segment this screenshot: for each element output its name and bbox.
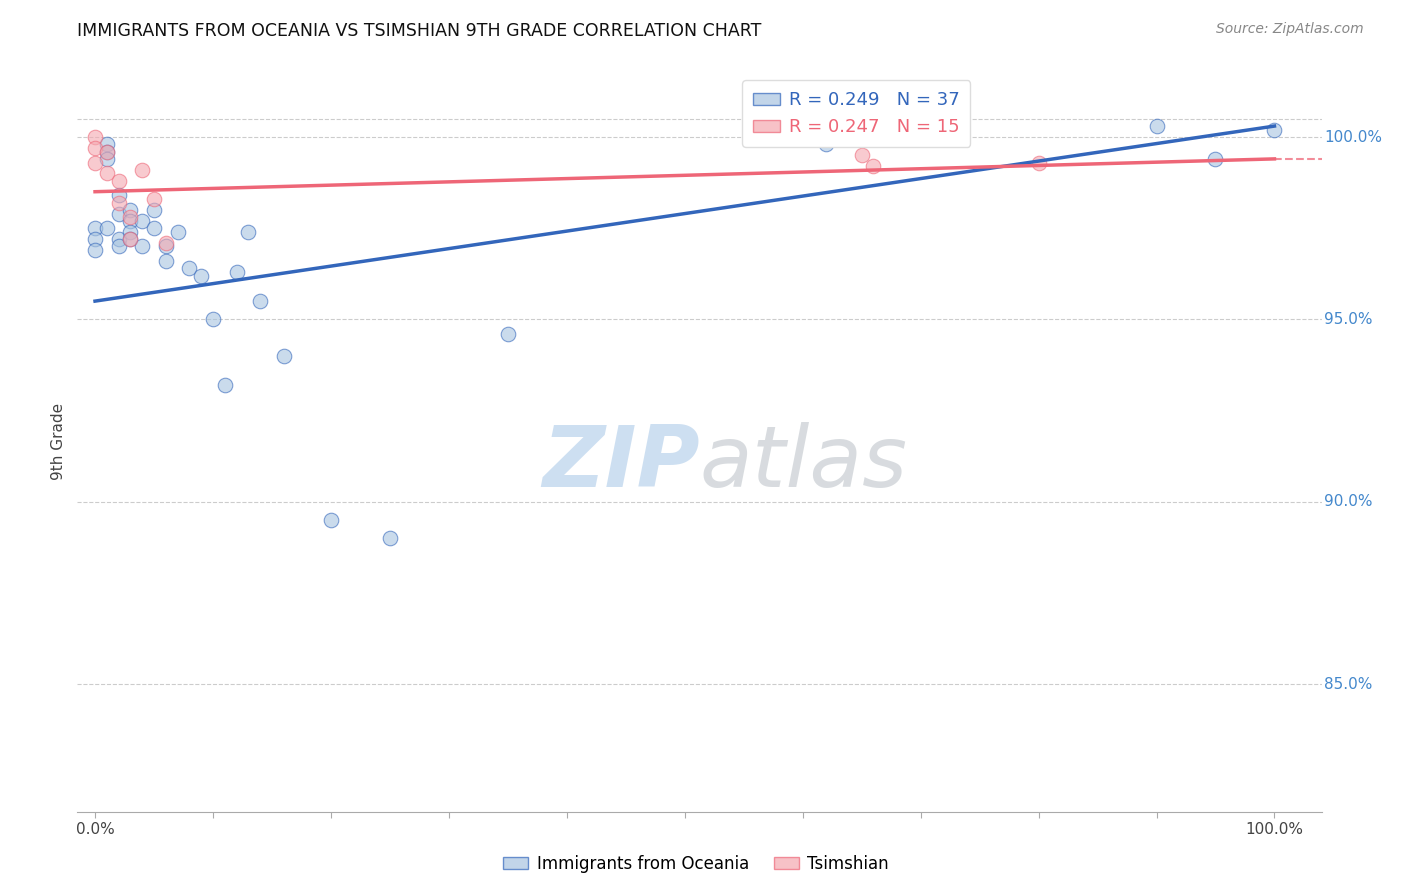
Point	[96, 137, 118, 152]
Point	[273, 349, 295, 363]
Text: Source: ZipAtlas.com: Source: ZipAtlas.com	[1216, 22, 1364, 37]
Text: 100.0%: 100.0%	[1324, 129, 1382, 145]
Point	[143, 221, 166, 235]
Point	[319, 513, 342, 527]
Point	[120, 202, 142, 217]
Point	[107, 195, 129, 210]
Point	[1028, 155, 1050, 169]
Point	[84, 232, 107, 246]
Point	[84, 243, 107, 257]
Point	[96, 145, 118, 159]
Point	[96, 166, 118, 180]
Point	[378, 531, 401, 545]
Point	[84, 130, 107, 145]
Point	[84, 221, 107, 235]
Text: 95.0%: 95.0%	[1324, 312, 1372, 326]
Point	[131, 162, 153, 177]
Point	[1205, 152, 1227, 166]
Point	[190, 268, 212, 283]
Point	[131, 214, 153, 228]
Point	[155, 239, 177, 253]
Point	[120, 225, 142, 239]
Point	[166, 225, 188, 239]
Point	[107, 232, 129, 246]
Point	[851, 148, 873, 162]
Point	[84, 155, 107, 169]
Point	[815, 137, 838, 152]
Point	[107, 174, 129, 188]
Point	[107, 206, 129, 220]
Point	[1263, 122, 1285, 136]
Point	[1146, 119, 1168, 133]
Point	[179, 261, 201, 276]
Point	[155, 235, 177, 250]
Point	[862, 159, 884, 173]
Point	[143, 192, 166, 206]
Point	[238, 225, 260, 239]
Point	[201, 312, 224, 326]
Legend: Immigrants from Oceania, Tsimshian: Immigrants from Oceania, Tsimshian	[496, 848, 896, 880]
Point	[214, 378, 236, 392]
Point	[143, 202, 166, 217]
Point	[249, 294, 271, 309]
Text: 90.0%: 90.0%	[1324, 494, 1372, 509]
Point	[120, 232, 142, 246]
Text: ZIP: ZIP	[541, 422, 700, 505]
Point	[155, 254, 177, 268]
Point	[96, 152, 118, 166]
Text: 85.0%: 85.0%	[1324, 676, 1372, 691]
Text: atlas: atlas	[700, 422, 907, 505]
Point	[107, 188, 129, 202]
Point	[120, 214, 142, 228]
Point	[96, 145, 118, 159]
Point	[84, 141, 107, 155]
Point	[120, 211, 142, 225]
Text: IMMIGRANTS FROM OCEANIA VS TSIMSHIAN 9TH GRADE CORRELATION CHART: IMMIGRANTS FROM OCEANIA VS TSIMSHIAN 9TH…	[77, 22, 762, 40]
Point	[120, 232, 142, 246]
Point	[131, 239, 153, 253]
Point	[96, 221, 118, 235]
Y-axis label: 9th Grade: 9th Grade	[51, 403, 66, 480]
Point	[496, 326, 519, 341]
Point	[225, 265, 247, 279]
Legend: R = 0.249   N = 37, R = 0.247   N = 15: R = 0.249 N = 37, R = 0.247 N = 15	[742, 80, 970, 147]
Point	[107, 239, 129, 253]
